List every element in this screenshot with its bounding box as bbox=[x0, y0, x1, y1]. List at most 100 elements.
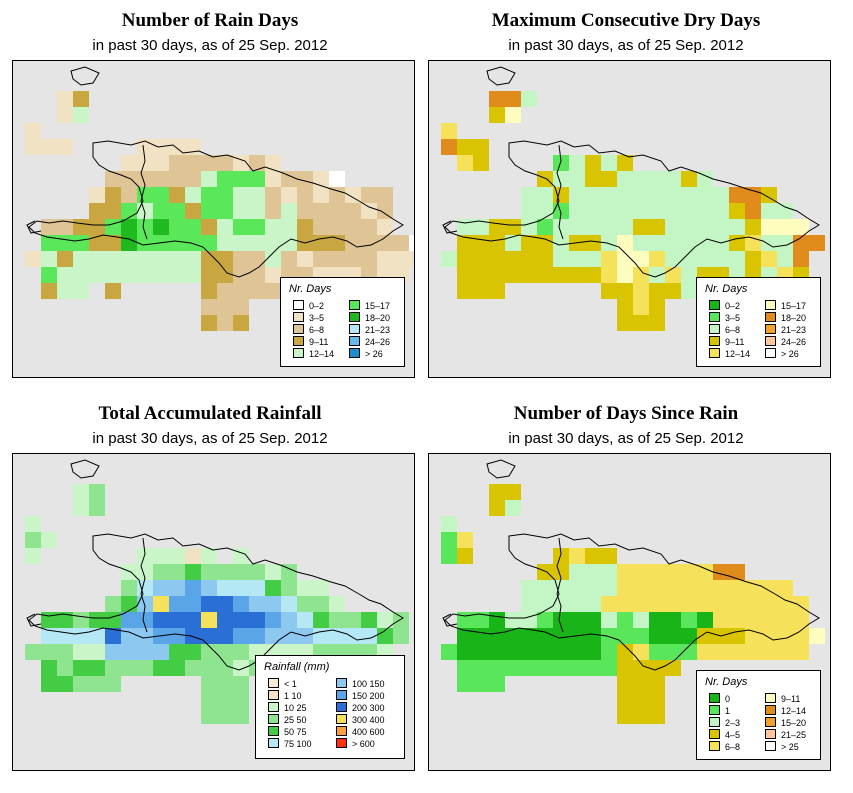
grid-cell bbox=[313, 628, 329, 644]
grid-cell bbox=[345, 187, 361, 203]
grid-cell bbox=[633, 251, 649, 267]
grid-cell bbox=[361, 251, 377, 267]
coastline bbox=[442, 220, 458, 234]
grid-cell bbox=[649, 235, 665, 251]
grid-cell bbox=[201, 564, 217, 580]
grid-cell bbox=[489, 267, 505, 283]
grid-cell bbox=[233, 299, 249, 315]
grid-cell bbox=[201, 596, 217, 612]
grid-cell bbox=[457, 235, 473, 251]
grid-cell bbox=[41, 251, 57, 267]
grid-cell bbox=[441, 139, 457, 155]
grid-cell bbox=[41, 644, 57, 660]
grid-cell bbox=[729, 612, 745, 628]
grid-cell bbox=[553, 612, 569, 628]
grid-cell bbox=[473, 219, 489, 235]
grid-cell bbox=[41, 612, 57, 628]
grid-cell bbox=[553, 251, 569, 267]
grid-cell bbox=[585, 580, 601, 596]
grid-cell bbox=[249, 203, 265, 219]
grid-cell bbox=[249, 251, 265, 267]
grid-cell bbox=[457, 612, 473, 628]
grid-cell bbox=[265, 283, 281, 299]
grid-cell bbox=[281, 628, 297, 644]
grid-cell bbox=[697, 596, 713, 612]
legend-label: 10 25 bbox=[284, 703, 307, 713]
grid-cell bbox=[105, 596, 121, 612]
grid-cell bbox=[121, 187, 137, 203]
grid-cell bbox=[281, 564, 297, 580]
grid-cell bbox=[569, 171, 585, 187]
grid-cell bbox=[121, 219, 137, 235]
legend-swatch bbox=[268, 702, 279, 712]
grid-cell bbox=[249, 564, 265, 580]
grid-cell bbox=[249, 612, 265, 628]
grid-cell bbox=[617, 267, 633, 283]
grid-cell bbox=[313, 251, 329, 267]
grid-cell bbox=[521, 203, 537, 219]
grid-cell bbox=[713, 187, 729, 203]
map-max-dry-days bbox=[428, 60, 831, 378]
grid-cell bbox=[25, 139, 41, 155]
grid-cell bbox=[569, 612, 585, 628]
grid-cell bbox=[617, 660, 633, 676]
grid-cell bbox=[281, 219, 297, 235]
legend-label: 12–14 bbox=[725, 349, 751, 359]
grid-cell bbox=[233, 187, 249, 203]
grid-cell bbox=[73, 660, 89, 676]
grid-cell bbox=[777, 596, 793, 612]
grid-cell bbox=[553, 548, 569, 564]
grid-cell bbox=[665, 612, 681, 628]
grid-cell bbox=[281, 203, 297, 219]
grid-cell bbox=[153, 548, 169, 564]
grid-cell bbox=[473, 676, 489, 692]
grid-cell bbox=[137, 219, 153, 235]
grid-cell bbox=[569, 203, 585, 219]
grid-cell bbox=[329, 251, 345, 267]
grid-cell bbox=[41, 660, 57, 676]
legend-swatch bbox=[336, 726, 347, 736]
grid-cell bbox=[457, 219, 473, 235]
grid-cell bbox=[89, 484, 105, 500]
grid-cell bbox=[137, 267, 153, 283]
grid-cell bbox=[41, 267, 57, 283]
legend-label: 400 600 bbox=[352, 727, 385, 737]
grid-cell bbox=[553, 219, 569, 235]
grid-cell bbox=[281, 612, 297, 628]
grid-cell bbox=[217, 315, 233, 331]
legend-swatch bbox=[293, 312, 304, 322]
grid-cell bbox=[265, 171, 281, 187]
grid-cell bbox=[201, 612, 217, 628]
grid-cell bbox=[25, 516, 41, 532]
grid-cell bbox=[633, 692, 649, 708]
grid-cell bbox=[265, 219, 281, 235]
grid-cell bbox=[697, 628, 713, 644]
grid-cell bbox=[233, 235, 249, 251]
grid-cell bbox=[633, 596, 649, 612]
grid-cell bbox=[457, 155, 473, 171]
grid-cell bbox=[361, 187, 377, 203]
grid-cell bbox=[73, 219, 89, 235]
legend-label: 18–20 bbox=[781, 313, 807, 323]
grid-cell bbox=[137, 548, 153, 564]
grid-cell bbox=[57, 283, 73, 299]
grid-cell bbox=[777, 219, 793, 235]
legend-label: 15–20 bbox=[781, 718, 807, 728]
grid-cell bbox=[265, 596, 281, 612]
grid-cell bbox=[121, 235, 137, 251]
grid-cell bbox=[681, 267, 697, 283]
legend-swatch bbox=[268, 690, 279, 700]
grid-cell bbox=[761, 644, 777, 660]
grid-cell bbox=[617, 155, 633, 171]
grid-cell bbox=[105, 171, 121, 187]
grid-cell bbox=[217, 267, 233, 283]
grid-cell bbox=[489, 660, 505, 676]
grid-cell bbox=[745, 596, 761, 612]
legend-swatch bbox=[765, 312, 776, 322]
panel-subtitle: in past 30 days, as of 25 Sep. 2012 bbox=[508, 37, 744, 54]
grid-cell bbox=[713, 203, 729, 219]
legend-swatch bbox=[293, 324, 304, 334]
grid-cell bbox=[649, 203, 665, 219]
grid-cell bbox=[201, 219, 217, 235]
grid-cell bbox=[473, 235, 489, 251]
